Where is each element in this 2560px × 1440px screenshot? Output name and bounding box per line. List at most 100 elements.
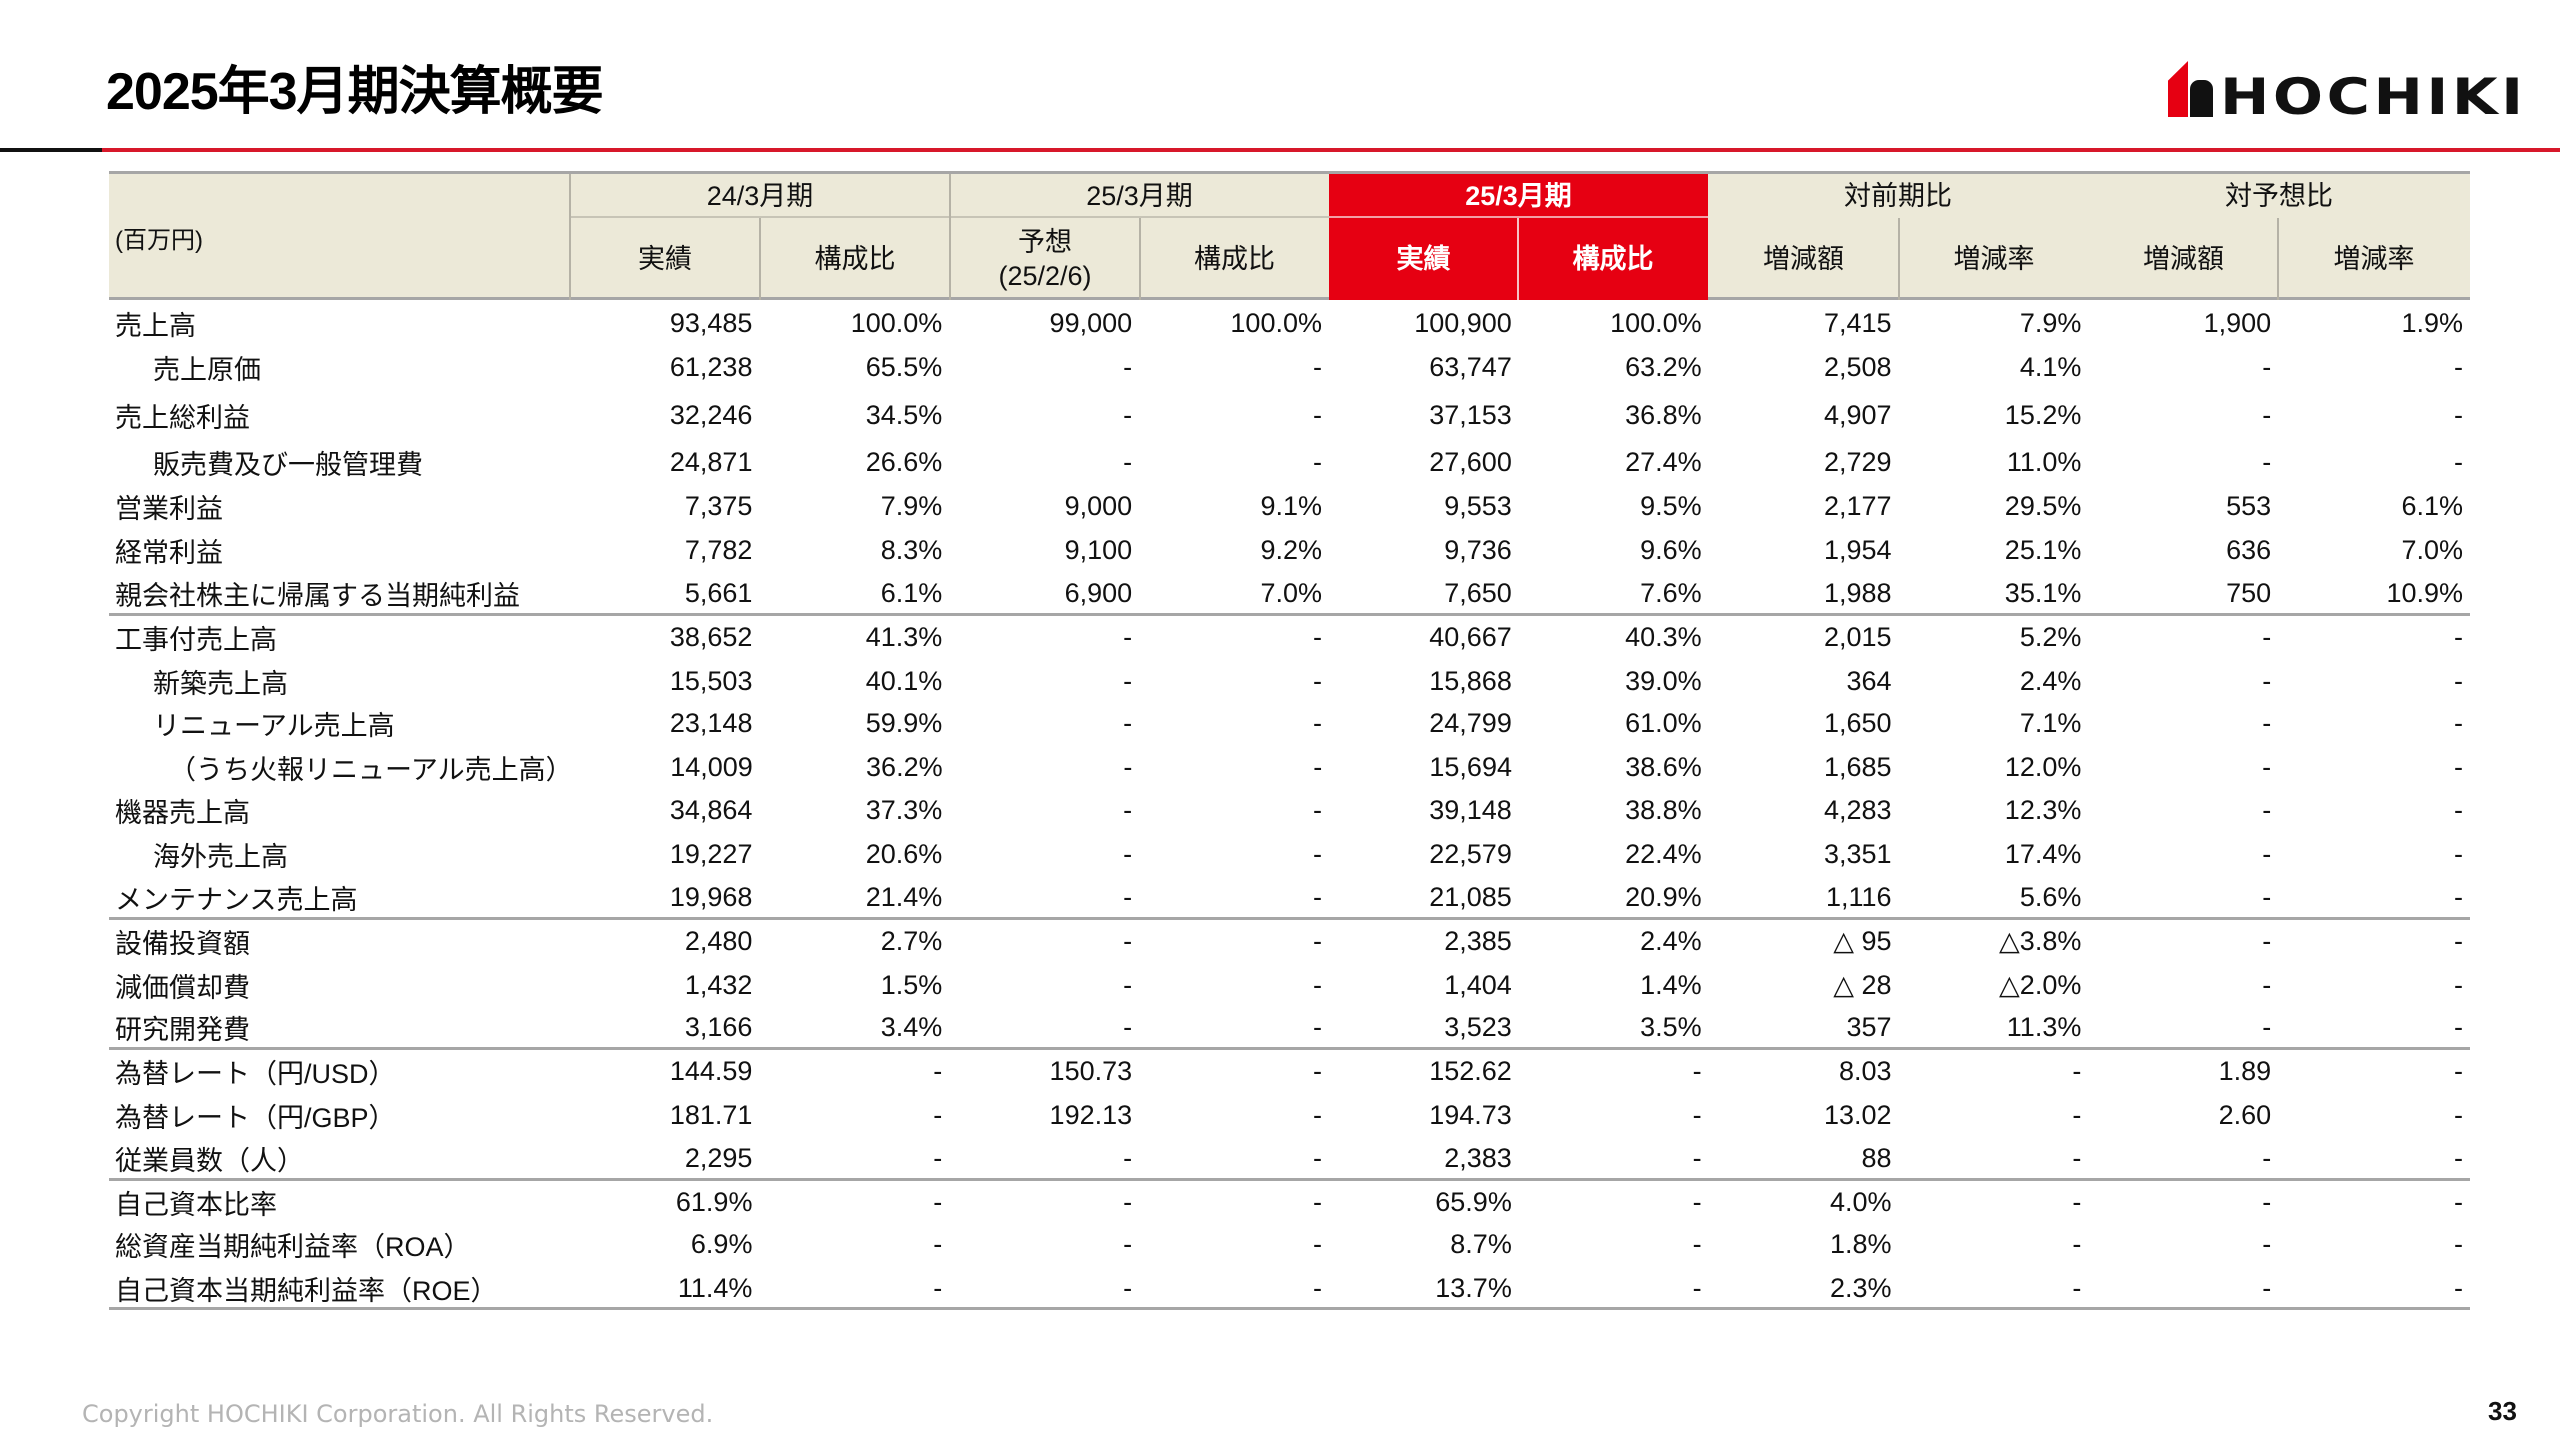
cell-fy24-actual: 23,148 <box>669 707 753 738</box>
title-rule-red <box>102 148 2560 152</box>
row-label: 工事付売上高 <box>115 624 277 655</box>
cell-fy25-actual-ratio: 38.6% <box>1625 751 1702 782</box>
cell-vs-forecast-amount: - <box>2262 1011 2272 1042</box>
cell-fy25-forecast: - <box>1123 707 1133 738</box>
cell-fy24-ratio: 36.2% <box>866 751 943 782</box>
row-label: 売上総利益 <box>115 402 250 433</box>
cell-yoy-rate: 25.1% <box>2004 534 2082 565</box>
col-header-fy24-ratio: 構成比 <box>814 244 896 274</box>
cell-vs-forecast-rate: - <box>2454 665 2464 696</box>
cell-fy24-ratio: 41.3% <box>865 621 943 652</box>
row-label: 従業員数（人） <box>115 1145 304 1176</box>
cell-fy25-actual: 9,553 <box>1444 490 1512 521</box>
cell-fy25-actual: 15,868 <box>1429 665 1512 696</box>
cell-fy25-forecast: - <box>1123 838 1133 869</box>
cell-yoy-rate: △2.0% <box>1999 969 2082 1000</box>
col-header-forecast-label: 予想 <box>1018 227 1072 257</box>
cell-fy25-actual: 37,153 <box>1429 399 1512 430</box>
table-row: 総資産当期純利益率（ROA） 6.9% - - - 8.7% - 1.8% - … <box>109 1223 2470 1265</box>
row-label: （うち火報リニューアル売上高） <box>169 754 573 785</box>
cell-vs-forecast-amount: - <box>2262 1272 2272 1303</box>
table-row: 減価償却費 1,432 1.5% - - 1,404 1.4% △ 28 △2.… <box>109 964 2470 1006</box>
cell-fy24-ratio: 37.3% <box>865 794 943 825</box>
cell-fy25-forecast: - <box>1123 969 1133 1000</box>
col-header-fy25-forecast: 予想 (25/2/6) <box>950 218 1140 300</box>
cell-vs-forecast-amount: - <box>2262 1142 2272 1173</box>
cell-fy25-forecast-ratio: - <box>1312 1186 1322 1217</box>
cell-yoy-amount: △ 95 <box>1833 925 1892 956</box>
cell-fy24-actual: 2,480 <box>684 925 753 956</box>
header-vline <box>569 174 571 300</box>
cell-yoy-amount: 364 <box>1846 665 1892 696</box>
cell-fy24-actual: 7,375 <box>684 490 753 521</box>
cell-fy25-actual: 7,650 <box>1444 577 1512 608</box>
cell-vs-forecast-amount: - <box>2262 621 2272 652</box>
cell-fy25-forecast-ratio: - <box>1312 1055 1322 1086</box>
cell-fy25-forecast-ratio: - <box>1312 925 1322 956</box>
group-separator <box>109 1307 2470 1310</box>
cell-fy25-actual-ratio: 36.8% <box>1625 399 1702 430</box>
cell-fy25-actual-ratio: 38.8% <box>1625 794 1702 825</box>
table-row: 自己資本比率 61.9% - - - 65.9% - 4.0% - - - <box>109 1181 2470 1223</box>
header-divider <box>570 216 1708 218</box>
cell-fy25-forecast: 9,100 <box>1064 534 1133 565</box>
header-vline <box>2277 218 2279 300</box>
cell-fy25-actual: 22,579 <box>1429 838 1512 869</box>
cell-yoy-rate: - <box>2072 1142 2082 1173</box>
table-row: 自己資本当期純利益率（ROE） 11.4% - - - 13.7% - 2.3%… <box>109 1267 2470 1309</box>
cell-yoy-amount: 2,177 <box>1823 490 1892 521</box>
row-label: 研究開発費 <box>115 1014 250 1045</box>
cell-fy25-forecast-ratio: - <box>1313 707 1322 738</box>
cell-vs-forecast-amount: 1.89 <box>2218 1055 2272 1086</box>
cell-fy25-forecast: - <box>1123 751 1133 782</box>
cell-vs-forecast-rate: - <box>2454 969 2464 1000</box>
cell-vs-forecast-rate: - <box>2453 751 2463 782</box>
cell-fy24-ratio: 40.1% <box>865 665 943 696</box>
hochiki-logo: HOCHIKI <box>2166 58 2523 122</box>
table-row: 機器売上高 34,864 37.3% - - 39,148 38.8% 4,28… <box>109 789 2470 831</box>
cell-fy24-actual: 15,503 <box>669 665 753 696</box>
cell-fy24-actual: 19,227 <box>669 838 753 869</box>
cell-fy25-actual-ratio: - <box>1692 1055 1702 1086</box>
cell-yoy-rate: 4.1% <box>2019 351 2082 382</box>
cell-fy25-forecast: - <box>1123 399 1133 430</box>
table-row: 為替レート（円/GBP） 181.71 - 192.13 - 194.73 - … <box>109 1094 2470 1136</box>
cell-yoy-amount: 1,685 <box>1824 751 1892 782</box>
cell-fy25-forecast: 99,000 <box>1049 307 1133 338</box>
cell-yoy-rate: 12.3% <box>2004 794 2082 825</box>
row-label: 為替レート（円/USD） <box>115 1058 396 1089</box>
cell-fy25-actual: 194.73 <box>1429 1099 1512 1130</box>
cell-vs-forecast-rate: - <box>2454 1142 2464 1173</box>
cell-yoy-rate: 7.9% <box>2019 307 2082 338</box>
cell-yoy-amount: 8.03 <box>1838 1055 1892 1086</box>
cell-fy25-forecast: - <box>1123 351 1133 382</box>
header-vline-red <box>1517 218 1519 300</box>
cell-fy24-ratio: 59.9% <box>865 707 943 738</box>
cell-yoy-amount: 1,650 <box>1823 707 1892 738</box>
cell-yoy-amount: 357 <box>1846 1011 1892 1042</box>
cell-yoy-amount: 2,729 <box>1823 446 1892 477</box>
cell-fy24-actual: 144.59 <box>669 1055 753 1086</box>
cell-fy25-actual: 1,404 <box>1444 969 1512 1000</box>
header-vline <box>759 218 761 300</box>
cell-yoy-rate: - <box>2072 1099 2082 1130</box>
cell-fy25-actual-ratio: 27.4% <box>1625 446 1702 477</box>
cell-fy25-actual-ratio: 1.4% <box>1640 969 1702 1000</box>
unit-label: (百万円) <box>115 227 203 254</box>
cell-fy25-forecast: 192.13 <box>1049 1099 1133 1130</box>
cell-fy24-actual: 38,652 <box>669 621 753 652</box>
cell-fy25-forecast: - <box>1123 881 1133 912</box>
group-header-fy25-actual: 25/3月期 <box>1329 174 1708 217</box>
logo-wordmark: HOCHIKI <box>2220 68 2527 126</box>
cell-vs-forecast-rate: - <box>2454 1272 2464 1303</box>
table-row: 工事付売上高 38,652 41.3% - - 40,667 40.3% 2,0… <box>109 616 2470 658</box>
cell-fy25-forecast-ratio: - <box>1313 751 1323 782</box>
cell-fy24-ratio: 100.0% <box>850 307 943 338</box>
group-header-fy24: 24/3月期 <box>706 180 814 211</box>
cell-fy25-forecast-ratio: - <box>1312 1142 1322 1173</box>
cell-fy24-ratio: 7.9% <box>880 490 943 521</box>
table-row: 売上原価 61,238 65.5% - - 63,747 63.2% 2,508… <box>109 346 2470 388</box>
cell-fy25-actual: 63,747 <box>1429 351 1512 382</box>
cell-yoy-amount: 4,283 <box>1823 794 1892 825</box>
group-separator <box>109 1178 2470 1181</box>
